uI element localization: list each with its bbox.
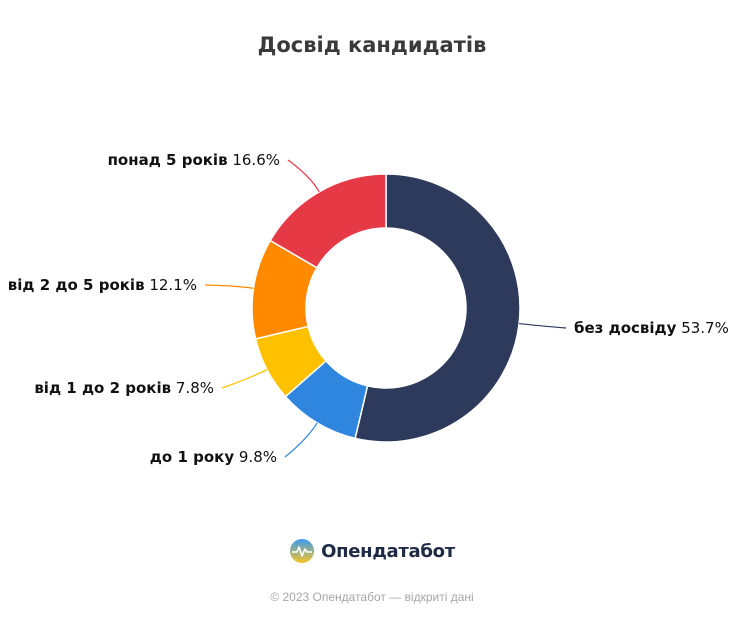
donut-slice-0: [354, 173, 521, 443]
slice-label-3: від 2 до 5 років 12.1%: [8, 276, 197, 294]
slice-label-0: без досвіду 53.7%: [574, 319, 729, 337]
brand: Опендатабот: [0, 538, 744, 564]
slice-label-value-2: 7.8%: [171, 379, 214, 397]
slice-label-value-4: 16.6%: [228, 151, 280, 169]
leader-line-3: [204, 284, 254, 289]
slice-label-value-1: 9.8%: [234, 448, 277, 466]
slice-label-name-0: без досвіду: [574, 319, 677, 337]
slice-label-name-3: від 2 до 5 років: [8, 276, 145, 294]
leader-line-0: [519, 322, 567, 329]
brand-name: Опендатабот: [321, 540, 455, 562]
leader-line-1: [284, 422, 318, 458]
opendatabot-logo-icon: [290, 539, 315, 563]
slice-label-4: понад 5 років 16.6%: [108, 151, 280, 169]
leader-line-4: [287, 159, 320, 193]
slice-label-name-2: від 1 до 2 років: [34, 379, 171, 397]
leader-line-2: [221, 369, 268, 389]
chart-title: Досвід кандидатів: [257, 33, 487, 57]
slice-label-2: від 1 до 2 років 7.8%: [34, 379, 214, 397]
slice-label-name-1: до 1 року: [150, 448, 235, 466]
slice-label-value-3: 12.1%: [145, 276, 197, 294]
slice-label-1: до 1 року 9.8%: [150, 448, 277, 466]
slice-label-name-4: понад 5 років: [108, 151, 228, 169]
footer-text: © 2023 Опендатабот — відкриті дані: [270, 590, 474, 604]
donut-slice-4: [269, 173, 387, 269]
slice-label-value-0: 53.7%: [676, 319, 728, 337]
